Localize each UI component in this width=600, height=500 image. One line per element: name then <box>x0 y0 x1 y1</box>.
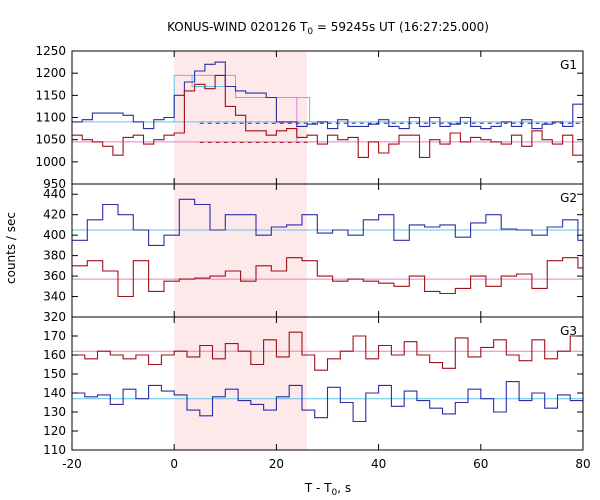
series-line-red <box>72 257 583 298</box>
y-tick-label: 950 <box>43 177 66 191</box>
y-tick-label: 400 <box>43 228 66 242</box>
y-tick-label: 420 <box>43 208 66 222</box>
y-tick-label: 140 <box>43 386 66 400</box>
y-tick-label: 1150 <box>35 88 66 102</box>
x-tick-label: 20 <box>269 457 284 471</box>
y-tick-label: 150 <box>43 367 66 381</box>
panels-layer: 9501000105011001150120012503203403603804… <box>35 44 590 471</box>
y-tick-label: 360 <box>43 269 66 283</box>
panel-label-g2: G2 <box>560 191 577 205</box>
x-axis-label: T - T0, s <box>304 481 351 498</box>
y-tick-label: 170 <box>43 329 66 343</box>
panel-frame <box>71 183 584 318</box>
y-tick-label: 1050 <box>35 133 66 147</box>
x-tick-label: 60 <box>473 457 488 471</box>
y-tick-label: 160 <box>43 348 66 362</box>
panel-g1: 950 1000 1050 1100 1150 1200 1250 <box>35 44 584 191</box>
panel-plot-area <box>72 61 583 158</box>
series-line-red <box>72 331 583 371</box>
panel-label-g3: G3 <box>560 324 577 338</box>
y-tick-label: 130 <box>43 405 66 419</box>
panel-frame <box>71 316 584 451</box>
chart-title: KONUS-WIND 020126 T0 = 59245s UT (16:27:… <box>167 20 489 37</box>
y-tick-label: 340 <box>43 290 66 304</box>
panel-g3: 110 120 130 140 150 160 170 <box>43 316 584 457</box>
series-line-blue <box>72 198 583 246</box>
x-tick-label: 80 <box>575 457 590 471</box>
panel-frame <box>71 50 584 185</box>
y-tick-label: 1000 <box>35 155 66 169</box>
y-tick-label: 1100 <box>35 111 66 125</box>
panel-plot-area <box>72 198 583 298</box>
trigger-interval-band <box>174 51 308 450</box>
y-tick-label: 1250 <box>35 44 66 58</box>
x-tick-label: -20 <box>62 457 82 471</box>
y-tick-label: 320 <box>43 310 66 324</box>
x-tick-label: 0 <box>170 457 178 471</box>
y-tick-label: 440 <box>43 187 66 201</box>
x-tick-label: 40 <box>371 457 386 471</box>
series-line-blue <box>72 381 583 423</box>
panel-g2: 320 340 360 380 400 420 440 <box>43 183 584 324</box>
y-tick-label: 380 <box>43 249 66 263</box>
panel-plot-area <box>72 331 583 423</box>
panel-label-g1: G1 <box>560 58 577 72</box>
y-axis-label: counts / sec <box>4 212 18 284</box>
y-tick-label: 1200 <box>35 66 66 80</box>
y-tick-label: 120 <box>43 424 66 438</box>
series-line-red <box>72 74 583 158</box>
series-line-blue <box>72 61 583 130</box>
y-tick-label: 110 <box>43 443 66 457</box>
